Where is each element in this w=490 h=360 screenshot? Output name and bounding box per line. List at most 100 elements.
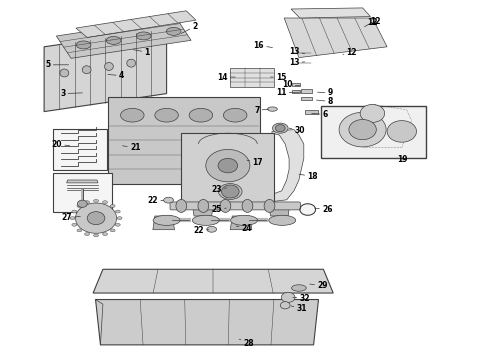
Text: 9: 9 <box>318 88 333 97</box>
Polygon shape <box>56 18 191 58</box>
Ellipse shape <box>115 210 120 213</box>
Circle shape <box>87 212 105 225</box>
Ellipse shape <box>220 199 231 212</box>
Ellipse shape <box>292 285 306 291</box>
Bar <box>305 110 318 114</box>
Text: 27: 27 <box>61 213 80 222</box>
Circle shape <box>221 185 239 198</box>
Ellipse shape <box>76 41 91 49</box>
Circle shape <box>206 149 250 182</box>
Text: 7: 7 <box>254 106 269 115</box>
Ellipse shape <box>94 234 98 237</box>
Text: 8: 8 <box>317 97 333 106</box>
Ellipse shape <box>242 199 253 212</box>
Text: 12: 12 <box>365 18 378 27</box>
Text: 17: 17 <box>247 158 263 167</box>
Text: 29: 29 <box>310 281 328 290</box>
Ellipse shape <box>223 108 247 122</box>
Text: 10: 10 <box>282 80 300 89</box>
Polygon shape <box>272 130 304 202</box>
Ellipse shape <box>264 199 275 212</box>
Text: 19: 19 <box>397 155 408 164</box>
Ellipse shape <box>77 229 82 232</box>
Ellipse shape <box>115 223 120 226</box>
Ellipse shape <box>192 215 219 225</box>
Text: 15: 15 <box>270 72 287 81</box>
FancyBboxPatch shape <box>170 202 300 210</box>
Circle shape <box>218 158 238 173</box>
Ellipse shape <box>85 201 90 204</box>
Polygon shape <box>96 300 318 345</box>
Ellipse shape <box>127 59 136 67</box>
Polygon shape <box>269 202 290 216</box>
Text: 2: 2 <box>181 22 197 33</box>
Polygon shape <box>230 68 274 87</box>
Circle shape <box>77 200 87 207</box>
Circle shape <box>360 104 385 122</box>
Ellipse shape <box>104 63 113 71</box>
Ellipse shape <box>136 32 151 40</box>
Ellipse shape <box>155 108 178 122</box>
Polygon shape <box>284 18 387 58</box>
Text: 1: 1 <box>133 48 149 57</box>
Ellipse shape <box>110 229 115 232</box>
Ellipse shape <box>72 223 77 226</box>
Polygon shape <box>76 11 196 37</box>
Text: 23: 23 <box>211 185 226 194</box>
Ellipse shape <box>231 215 258 225</box>
Circle shape <box>75 203 117 233</box>
Text: 31: 31 <box>291 304 307 312</box>
Polygon shape <box>44 29 167 112</box>
Text: 20: 20 <box>51 140 70 149</box>
Text: 13: 13 <box>289 48 305 57</box>
Ellipse shape <box>70 217 75 220</box>
Text: 24: 24 <box>236 224 252 233</box>
Text: 11: 11 <box>276 88 300 97</box>
Ellipse shape <box>110 204 115 207</box>
Ellipse shape <box>219 184 242 199</box>
Bar <box>53 173 112 212</box>
Ellipse shape <box>85 233 90 235</box>
Text: 25: 25 <box>211 205 226 214</box>
Text: 12: 12 <box>370 17 381 26</box>
Bar <box>292 90 300 93</box>
Text: 30: 30 <box>289 126 305 135</box>
Circle shape <box>349 120 376 140</box>
Text: 16: 16 <box>253 41 272 50</box>
Ellipse shape <box>268 107 277 111</box>
Text: 26: 26 <box>315 205 333 214</box>
Ellipse shape <box>60 69 69 77</box>
Text: 6: 6 <box>312 110 328 119</box>
Ellipse shape <box>72 210 77 213</box>
Polygon shape <box>67 180 98 183</box>
Text: 22: 22 <box>147 196 164 205</box>
Polygon shape <box>93 269 333 293</box>
Ellipse shape <box>153 215 180 225</box>
Text: 13: 13 <box>289 58 305 67</box>
Ellipse shape <box>269 215 296 225</box>
Polygon shape <box>108 97 260 184</box>
Bar <box>292 83 300 86</box>
Ellipse shape <box>77 204 82 207</box>
Bar <box>53 129 107 170</box>
Text: 5: 5 <box>46 60 69 69</box>
Polygon shape <box>153 216 174 230</box>
Ellipse shape <box>176 199 187 212</box>
Circle shape <box>281 292 295 302</box>
Polygon shape <box>291 8 370 18</box>
Bar <box>301 97 312 100</box>
Polygon shape <box>230 216 252 230</box>
Bar <box>301 89 312 93</box>
Circle shape <box>339 112 386 147</box>
Ellipse shape <box>94 199 98 202</box>
Circle shape <box>387 121 416 142</box>
Text: 12: 12 <box>343 48 357 57</box>
Text: 14: 14 <box>217 72 235 81</box>
Ellipse shape <box>121 108 144 122</box>
Text: 28: 28 <box>239 339 254 348</box>
Polygon shape <box>192 202 214 216</box>
Text: 21: 21 <box>122 143 141 152</box>
Text: 22: 22 <box>194 226 209 235</box>
Ellipse shape <box>164 197 173 203</box>
Ellipse shape <box>272 123 288 133</box>
